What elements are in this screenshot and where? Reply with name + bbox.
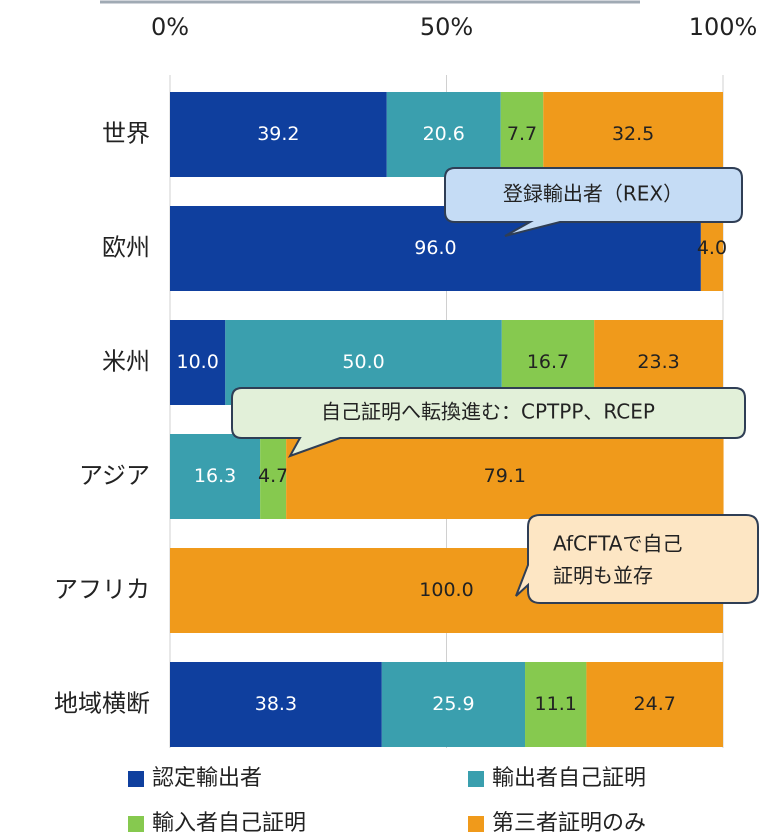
annotation: 証明も並存 [553,564,653,588]
legend-swatch [468,816,484,832]
bar-segment [170,320,226,405]
legend-swatch [128,771,144,787]
bar-segment [286,434,724,519]
bar-segment [170,92,387,177]
y-tick-label: アフリカ [54,576,150,604]
bar-segment [170,662,382,747]
bar-segment [386,92,501,177]
annotation: 登録輸出者（REX） [503,182,683,206]
data-label: 11.1 [535,693,577,715]
y-tick-label: アジア [79,462,150,490]
callout-shape [231,387,746,458]
data-label: 25.9 [432,693,474,715]
x-tick-label: 0% [151,13,189,41]
legend-label: 輸出者自己証明 [492,766,646,791]
annotation: AfCFTAで自己 [553,532,682,556]
bar-segment [700,206,723,291]
bar-segment [170,434,261,519]
bars: 世界 39.2 20.6 7.7 32.5 欧州 96.0 4.0 米州 10.0 50.0 16.7… [54,92,727,747]
data-label: 16.3 [194,465,236,487]
data-label: 4.7 [258,465,288,487]
legend-label: 第三者証明のみ [492,811,646,836]
data-label: 39.2 [257,123,299,145]
data-label: 38.3 [255,693,297,715]
data-label: 4.0 [697,237,727,259]
data-label: 32.5 [612,123,654,145]
callout-shape [515,514,759,604]
legend-swatch [468,771,484,787]
legend-label: 輸入者自己証明 [152,811,306,836]
data-label: 50.0 [342,351,384,373]
data-label: 10.0 [176,351,218,373]
callout-afcfta: AfCFTAで自己 証明も並存 [515,514,759,604]
bar-segment [586,662,723,747]
data-label: 23.3 [637,351,679,373]
annotation: 自己証明へ転換進む：CPTPP、RCEP [321,400,655,424]
callout-shape [444,167,743,237]
bar-segment [381,662,526,747]
data-label: 24.7 [634,693,676,715]
data-label: 7.7 [507,123,537,145]
callout-self: 自己証明へ転換進む：CPTPP、RCEP [231,387,746,458]
y-tick-label: 欧州 [102,234,150,262]
data-label: 96.0 [414,237,456,259]
legend-swatch [128,816,144,832]
data-label: 20.6 [423,123,465,145]
y-tick-label: 世界 [102,120,150,148]
x-tick-label: 50% [420,13,473,41]
bar-segment [260,434,287,519]
data-label: 79.1 [484,465,526,487]
y-tick-label: 地域横断 [54,690,150,718]
bar-segment [543,92,723,177]
y-tick-label: 米州 [102,348,150,376]
bar-segment [525,662,587,747]
bar-segment [500,92,544,177]
legend-label: 認定輸出者 [152,766,262,791]
callout-rex: 登録輸出者（REX） [444,167,743,237]
data-label: 16.7 [527,351,569,373]
x-tick-label: 100% [689,13,758,41]
data-label: 100.0 [419,579,473,601]
